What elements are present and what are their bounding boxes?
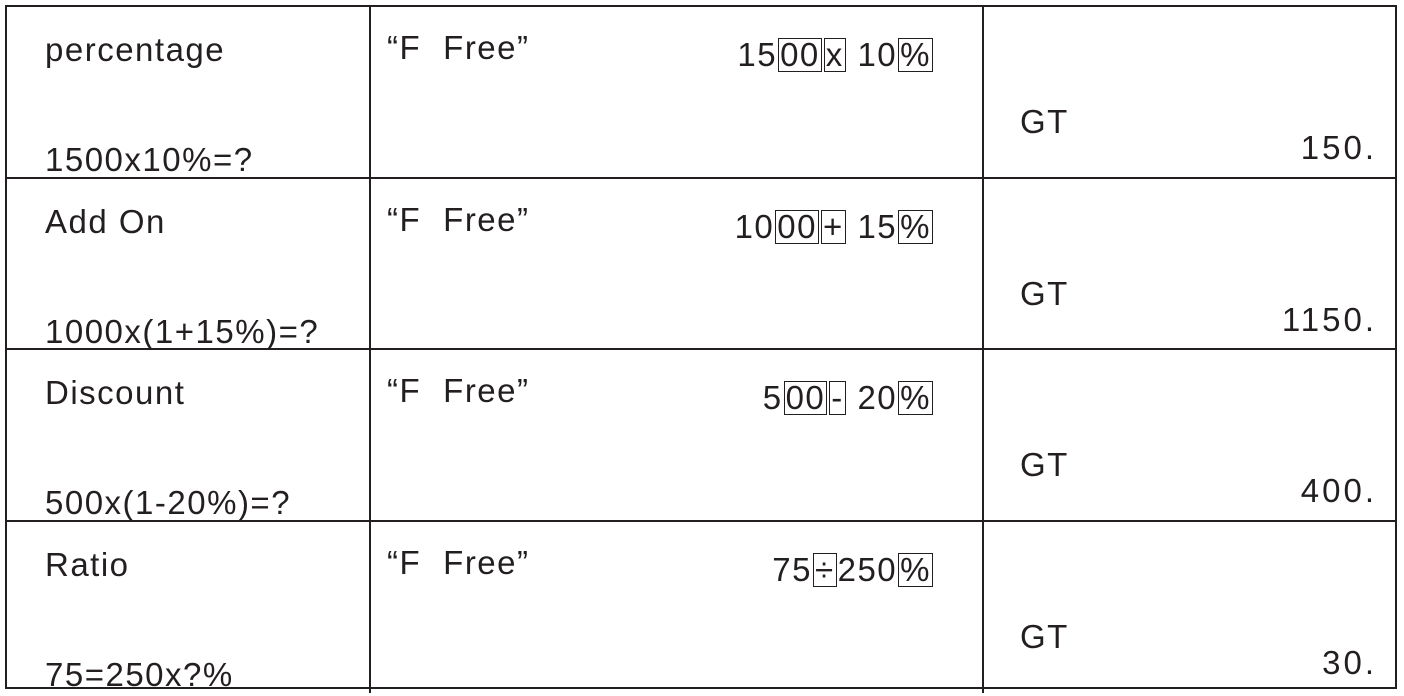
example-title: percentage <box>45 31 226 68</box>
key-sequence: 500- 20% <box>763 379 934 417</box>
digit-entry: 20 <box>846 379 898 416</box>
key-button: ÷ <box>812 550 837 588</box>
example-formula: 1500x10%=? <box>45 141 254 178</box>
key-button: % <box>898 550 933 588</box>
mode-word: Free” <box>443 372 530 409</box>
digit-entry: 5 <box>762 379 783 416</box>
example-formula: 1000x(1+15%)=? <box>45 312 320 350</box>
gt-indicator: GT <box>1020 103 1069 140</box>
display-result: 400. <box>1300 472 1377 509</box>
mode-open: “F <box>387 543 422 581</box>
mode-open: “F <box>387 200 422 238</box>
key-button: x <box>823 36 846 73</box>
digit-entry: 15 <box>846 207 898 245</box>
display-cell: GT 400. <box>984 350 1397 520</box>
key-sequence: 75÷250% <box>772 551 934 589</box>
display-cell: GT 30. <box>984 522 1397 694</box>
mode-open: “F <box>387 372 422 409</box>
key-button: % <box>898 207 933 245</box>
display-result: 1150. <box>1281 300 1377 338</box>
table-row: Discount 500x(1-20%)=? “F Free” 500- 20% … <box>7 350 1395 522</box>
key-sequence: 1000 + 15% <box>735 208 934 246</box>
mode-open: “F <box>387 29 422 66</box>
key-button: % <box>898 36 933 73</box>
mode-word: Free” <box>443 29 530 66</box>
table-row: percentage 1500x10%=? “F Free” 1500 x 10% … <box>7 7 1395 179</box>
display-cell: GT 1150. <box>984 179 1397 349</box>
mode-setting: “F Free” <box>387 201 530 239</box>
example-cell: Add On 1000x(1+15%)=? <box>7 178 371 350</box>
operation-cell: “F Free” 1500 x 10% <box>371 7 984 177</box>
example-title: Add On <box>45 202 166 240</box>
table-row: Ratio 75=250x?% “F Free” 75÷250% GT 30. <box>7 521 1397 694</box>
key-button: + <box>821 207 846 245</box>
example-formula: 500x(1-20%)=? <box>45 484 292 521</box>
display-result: 30. <box>1322 643 1377 681</box>
digit-entry: 75 <box>772 550 812 588</box>
gt-indicator: GT <box>1020 274 1069 312</box>
table-row: Add On 1000x(1+15%)=? “F Free” 1000 + 15% … <box>7 178 1397 350</box>
key-button: % <box>898 379 933 416</box>
key-button: 00 <box>783 379 828 416</box>
mode-setting: “F Free” <box>387 372 530 410</box>
key-sequence: 1500 x 10% <box>737 36 934 74</box>
mode-word: Free” <box>443 543 530 581</box>
example-cell: percentage 1500x10%=? <box>7 7 371 178</box>
operation-cell: “F Free” 500- 20% <box>371 350 984 520</box>
mode-setting: “F Free” <box>387 544 530 582</box>
display-result: 150. <box>1300 129 1377 166</box>
example-cell: Discount 500x(1-20%)=? <box>7 350 371 521</box>
mode-word: Free” <box>443 200 530 238</box>
display-cell: GT 150. <box>984 7 1397 177</box>
operation-cell: “F Free” 75÷250% <box>371 521 984 693</box>
percentage-examples-table: percentage 1500x10%=? “F Free” 1500 x 10% … <box>5 5 1397 693</box>
example-title: Ratio <box>45 545 130 583</box>
example-title: Discount <box>45 374 186 411</box>
digit-entry: 10 <box>734 207 775 245</box>
key-button: - <box>829 379 846 416</box>
digit-entry: 250 <box>837 550 898 588</box>
mode-setting: “F Free” <box>387 29 530 67</box>
example-formula: 75=250x?% <box>45 655 234 693</box>
gt-indicator: GT <box>1020 446 1069 483</box>
digit-entry: 10 <box>846 36 898 73</box>
key-button: 00 <box>778 36 822 73</box>
key-button: 00 <box>775 207 819 245</box>
operation-cell: “F Free” 1000 + 15% <box>371 178 984 348</box>
digit-entry: 15 <box>737 36 778 73</box>
gt-indicator: GT <box>1020 617 1069 655</box>
example-cell: Ratio 75=250x?% <box>7 521 371 693</box>
